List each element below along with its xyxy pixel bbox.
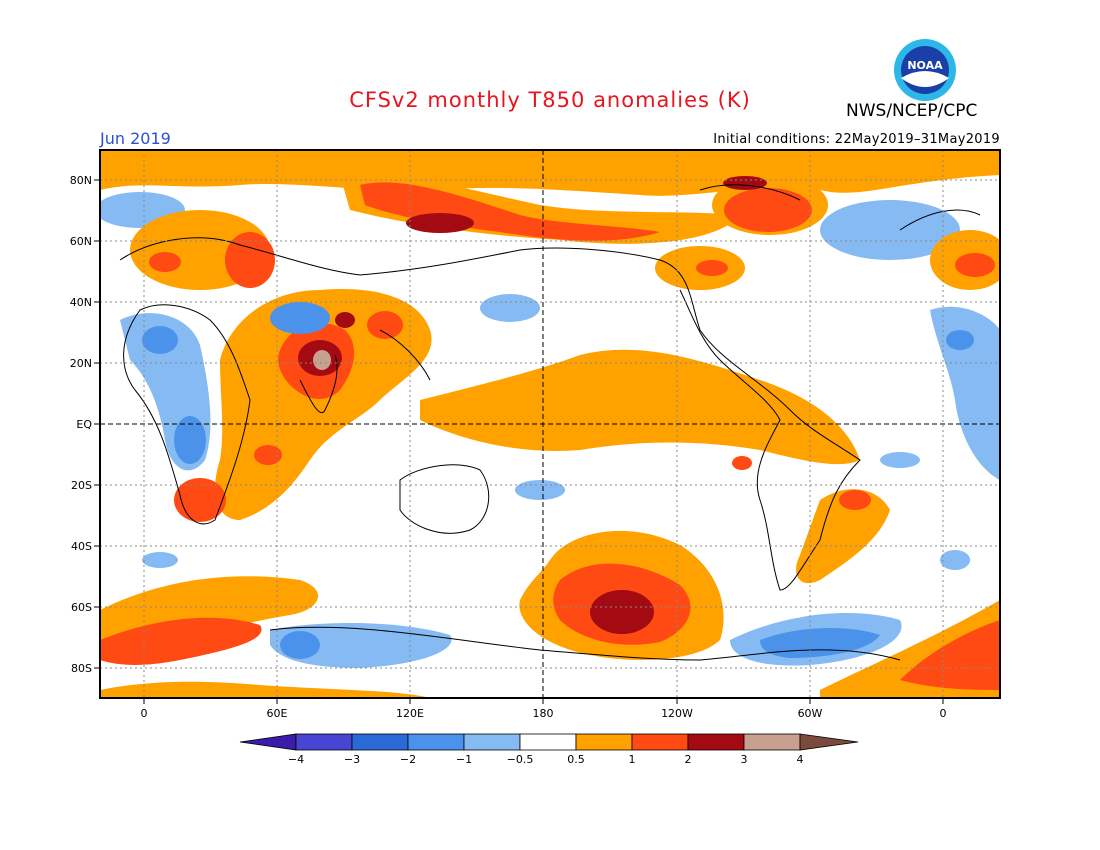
- anomaly-region: [696, 260, 728, 276]
- anomaly-region: [406, 213, 474, 233]
- colorbar-label: −4: [288, 753, 304, 766]
- colorbar: [239, 733, 859, 751]
- anomaly-region: [149, 252, 181, 272]
- colorbar-label: 4: [797, 753, 804, 766]
- lat-label: 60N: [70, 235, 92, 248]
- anomaly-region: [880, 452, 920, 468]
- colorbar-label: −1: [456, 753, 472, 766]
- anomaly-region: [760, 628, 880, 658]
- lat-label: 40N: [70, 296, 92, 309]
- lon-label: 0: [940, 707, 947, 720]
- colorbar-segment: [575, 733, 633, 751]
- agency-label: NWS/NCEP/CPC: [846, 101, 978, 121]
- colorbar-label: 2: [685, 753, 692, 766]
- anomaly-region: [100, 681, 430, 698]
- lat-label: 80N: [70, 174, 92, 187]
- anomaly-region: [270, 302, 330, 334]
- anomaly-region: [955, 253, 995, 277]
- anomaly-region: [723, 176, 767, 190]
- coastlines: [119, 184, 981, 661]
- anomaly-region: [174, 416, 206, 464]
- lon-label: 180: [533, 707, 554, 720]
- lat-label: 60S: [71, 601, 92, 614]
- initial-conditions: Initial conditions: 22May2019–31May2019: [713, 132, 1000, 147]
- map-grid: [100, 150, 1000, 698]
- colorbar-segment: [687, 733, 745, 751]
- colorbar-arrow-left: [239, 733, 297, 751]
- anomaly-region: [280, 631, 320, 659]
- anomaly-region: [590, 590, 654, 634]
- anomaly-region: [839, 490, 871, 510]
- anomaly-region: [270, 623, 452, 668]
- colorbar-segment: [631, 733, 689, 751]
- lat-label: 80S: [71, 662, 92, 675]
- lon-label: 0: [141, 707, 148, 720]
- anomaly-region: [142, 326, 178, 354]
- anomaly-region: [724, 188, 812, 232]
- lon-label: 120E: [396, 707, 424, 720]
- lat-label: 20S: [71, 479, 92, 492]
- colorbar-segment: [519, 733, 577, 751]
- colorbar-segment: [295, 733, 353, 751]
- anomaly-region: [174, 478, 226, 522]
- lat-label: 40S: [71, 540, 92, 553]
- colorbar-label: −2: [400, 753, 416, 766]
- lon-label: 60E: [267, 707, 288, 720]
- lat-label: EQ: [76, 418, 92, 431]
- anomaly-region: [313, 350, 331, 370]
- lon-label: 60W: [798, 707, 823, 720]
- anomaly-region: [225, 232, 275, 288]
- colorbar-segment: [463, 733, 521, 751]
- colorbar-segment: [743, 733, 801, 751]
- anomaly-region: [142, 552, 178, 568]
- anomaly-region: [515, 480, 565, 500]
- lon-label: 120W: [661, 707, 693, 720]
- anomaly-region: [900, 620, 1000, 690]
- anomaly-region: [100, 617, 262, 665]
- forecast-month: Jun 2019: [100, 129, 171, 148]
- noaa-logo-text: NOAA: [907, 59, 943, 72]
- anomaly-region: [254, 445, 282, 465]
- anomaly-region: [940, 550, 970, 570]
- anomaly-region: [480, 294, 540, 322]
- colorbar-label: −3: [344, 753, 360, 766]
- anomaly-region: [335, 312, 355, 328]
- colorbar-segment: [351, 733, 409, 751]
- lat-label: 20N: [70, 357, 92, 370]
- anomaly-region: [946, 330, 974, 350]
- colorbar-segment: [407, 733, 465, 751]
- colorbar-label: 1: [629, 753, 636, 766]
- anomaly-region: [796, 489, 890, 584]
- colorbar-arrow-right: [799, 733, 859, 751]
- anomaly-region: [930, 306, 1000, 480]
- anomaly-region: [820, 200, 960, 260]
- colorbar-label: −0.5: [507, 753, 534, 766]
- anomaly-region: [360, 182, 660, 241]
- noaa-logo-icon: NOAA: [894, 39, 956, 101]
- colorbar-label: 0.5: [567, 753, 585, 766]
- anomaly-region: [420, 349, 860, 465]
- anomaly-region: [367, 311, 403, 339]
- anomaly-region: [732, 456, 752, 470]
- map-title: CFSv2 monthly T850 anomalies (K): [349, 88, 751, 112]
- colorbar-label: 3: [741, 753, 748, 766]
